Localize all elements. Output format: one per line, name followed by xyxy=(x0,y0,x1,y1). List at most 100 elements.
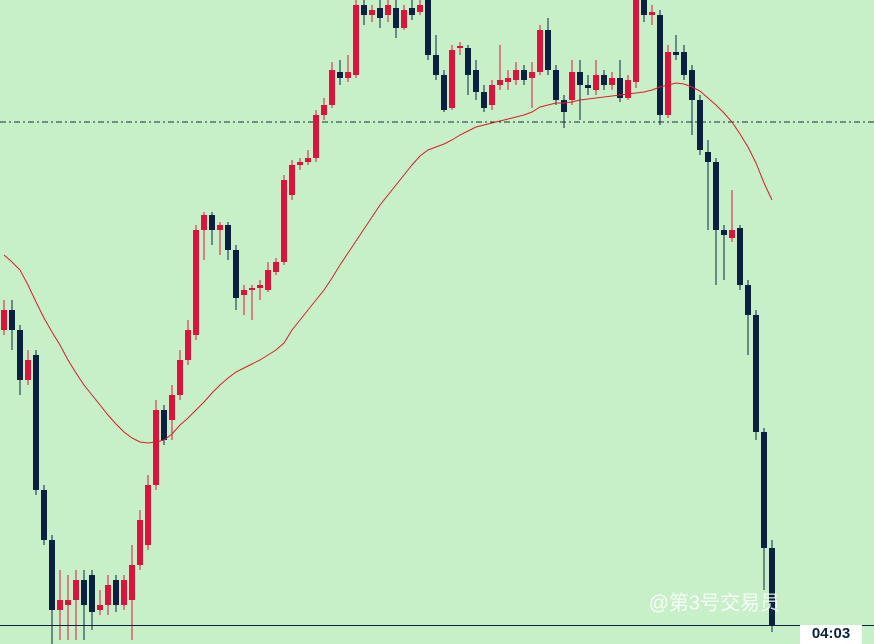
candle-body xyxy=(249,288,255,290)
candle-body xyxy=(281,180,287,262)
candle-body xyxy=(185,330,191,360)
candle-body xyxy=(657,15,663,115)
candle-body xyxy=(457,46,463,48)
candle-body xyxy=(369,10,375,15)
candle-body xyxy=(617,78,623,98)
candle-body xyxy=(761,432,767,548)
candle-body xyxy=(105,585,111,605)
candle-body xyxy=(113,580,119,605)
candle-body xyxy=(41,490,47,540)
candle-body xyxy=(633,0,639,82)
candle-body xyxy=(505,78,511,82)
candle-body xyxy=(601,75,607,85)
candle-body xyxy=(745,285,751,315)
candle-body xyxy=(337,72,343,78)
candle-body xyxy=(193,230,199,335)
candle-body xyxy=(673,52,679,55)
candle-body xyxy=(73,580,79,600)
candle-body xyxy=(649,12,655,15)
candle-body xyxy=(449,50,455,108)
candle-body xyxy=(289,165,295,195)
candle-body xyxy=(769,548,775,625)
candle-body xyxy=(441,75,447,110)
candle-body xyxy=(609,78,615,85)
candle-body xyxy=(561,100,567,112)
candle-body xyxy=(121,580,127,605)
candle-body xyxy=(681,52,687,75)
candle-body xyxy=(329,70,335,105)
candle-body xyxy=(305,158,311,162)
candle-body xyxy=(585,85,591,88)
candle-body xyxy=(57,600,63,610)
candle-body xyxy=(233,250,239,298)
candle-body xyxy=(401,10,407,28)
candle-body xyxy=(481,92,487,108)
candle-body xyxy=(137,520,143,565)
candle-body xyxy=(425,0,431,55)
candle-body xyxy=(465,48,471,75)
candle-body xyxy=(257,285,263,288)
candle-body xyxy=(553,70,559,100)
candle-body xyxy=(665,52,671,115)
candle-body xyxy=(497,80,503,85)
candle-body xyxy=(489,85,495,105)
time-label-box xyxy=(800,625,862,644)
candle-body xyxy=(169,395,175,420)
candle-body xyxy=(201,215,207,230)
candle-body xyxy=(593,75,599,90)
candle-body xyxy=(569,72,575,100)
candle-body xyxy=(145,485,151,545)
candle-body xyxy=(377,8,383,18)
candle-body xyxy=(521,70,527,80)
candle-body xyxy=(393,8,399,28)
candle-body xyxy=(321,105,327,115)
candle-body xyxy=(713,162,719,230)
candle-body xyxy=(729,230,735,238)
candle-body xyxy=(577,72,583,85)
candle-body xyxy=(209,215,215,230)
candle-body xyxy=(473,70,479,92)
moving-average xyxy=(3,82,773,444)
candle-body xyxy=(409,8,415,15)
candle-body xyxy=(81,580,87,605)
candle-body xyxy=(25,360,31,380)
candle-body xyxy=(641,0,647,15)
candle-body xyxy=(721,230,727,235)
candle-body xyxy=(65,600,71,605)
candle-body xyxy=(417,5,423,12)
candle-body xyxy=(129,565,135,600)
candle-body xyxy=(225,225,231,250)
candle-body xyxy=(753,315,759,432)
candle-body xyxy=(529,72,535,78)
candle-body xyxy=(17,330,23,380)
candle-body xyxy=(49,540,55,610)
candle-body xyxy=(1,310,7,330)
candle-body xyxy=(33,355,39,490)
time-label: 04:03 xyxy=(812,625,850,642)
candle-body xyxy=(513,70,519,80)
candle-body xyxy=(625,80,631,98)
candle-body xyxy=(385,5,391,15)
candle-body xyxy=(241,290,247,295)
candle-body xyxy=(297,162,303,165)
candle-body xyxy=(177,360,183,395)
watermark: @第3号交易员 xyxy=(649,591,780,614)
candle-body xyxy=(689,70,695,100)
candle-body xyxy=(345,72,351,78)
candle-body xyxy=(433,55,439,75)
candle-body xyxy=(313,115,319,158)
candle-body xyxy=(697,100,703,150)
candle-body xyxy=(353,5,359,75)
candle-body xyxy=(153,410,159,485)
candle-body xyxy=(9,310,15,330)
candle-body xyxy=(737,228,743,285)
candle-body xyxy=(89,575,95,612)
candle-body xyxy=(361,5,367,15)
candle-body xyxy=(537,30,543,72)
candle-body xyxy=(97,605,103,610)
candle-body xyxy=(265,270,271,290)
